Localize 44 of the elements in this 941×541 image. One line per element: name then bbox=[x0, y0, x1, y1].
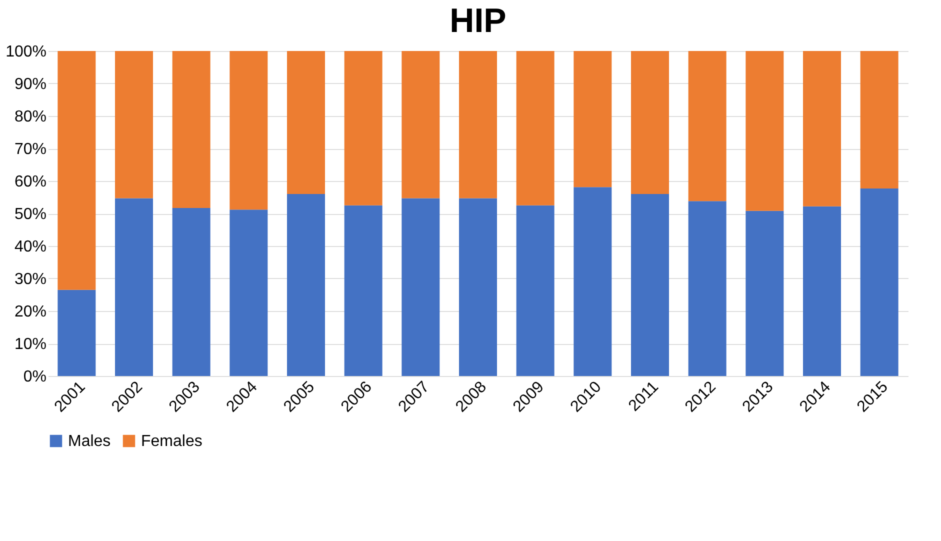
bar bbox=[688, 51, 726, 202]
bar bbox=[574, 51, 612, 188]
bar bbox=[860, 51, 898, 188]
bar bbox=[402, 51, 440, 198]
bar bbox=[746, 51, 784, 211]
legend-label: Males bbox=[68, 433, 111, 450]
y-tick-label: 100% bbox=[6, 44, 46, 60]
bar bbox=[287, 194, 325, 376]
bar bbox=[344, 205, 382, 376]
bar bbox=[115, 51, 153, 198]
bar bbox=[58, 51, 96, 290]
bar bbox=[172, 208, 210, 376]
bar bbox=[230, 51, 268, 210]
bar bbox=[172, 51, 210, 208]
bar bbox=[746, 210, 784, 376]
bar bbox=[230, 210, 268, 376]
bar bbox=[287, 51, 325, 194]
y-tick-label: 20% bbox=[14, 304, 46, 320]
bar bbox=[631, 194, 669, 376]
chart-title: HIP bbox=[450, 2, 506, 40]
bar bbox=[631, 51, 669, 194]
bar bbox=[402, 198, 440, 376]
y-tick-label: 70% bbox=[14, 141, 46, 158]
bar bbox=[688, 201, 726, 376]
bar bbox=[803, 51, 841, 206]
bar bbox=[344, 51, 382, 206]
bar bbox=[516, 51, 554, 206]
bar bbox=[459, 198, 497, 376]
bar bbox=[58, 290, 96, 376]
bar bbox=[516, 205, 554, 376]
bar bbox=[860, 188, 898, 376]
y-tick-label: 60% bbox=[14, 174, 46, 190]
legend-label: Females bbox=[141, 433, 202, 450]
y-tick-label: 90% bbox=[14, 76, 46, 93]
y-tick-label: 50% bbox=[14, 206, 46, 223]
bar bbox=[459, 51, 497, 198]
y-tick-label: 80% bbox=[14, 108, 46, 126]
bar bbox=[803, 206, 841, 376]
y-tick-label: 30% bbox=[14, 271, 46, 288]
bar bbox=[574, 187, 612, 376]
y-tick-label: 40% bbox=[14, 238, 46, 256]
bar bbox=[115, 198, 153, 376]
y-tick-label: 0% bbox=[23, 368, 46, 386]
y-tick-label: 10% bbox=[14, 336, 46, 353]
